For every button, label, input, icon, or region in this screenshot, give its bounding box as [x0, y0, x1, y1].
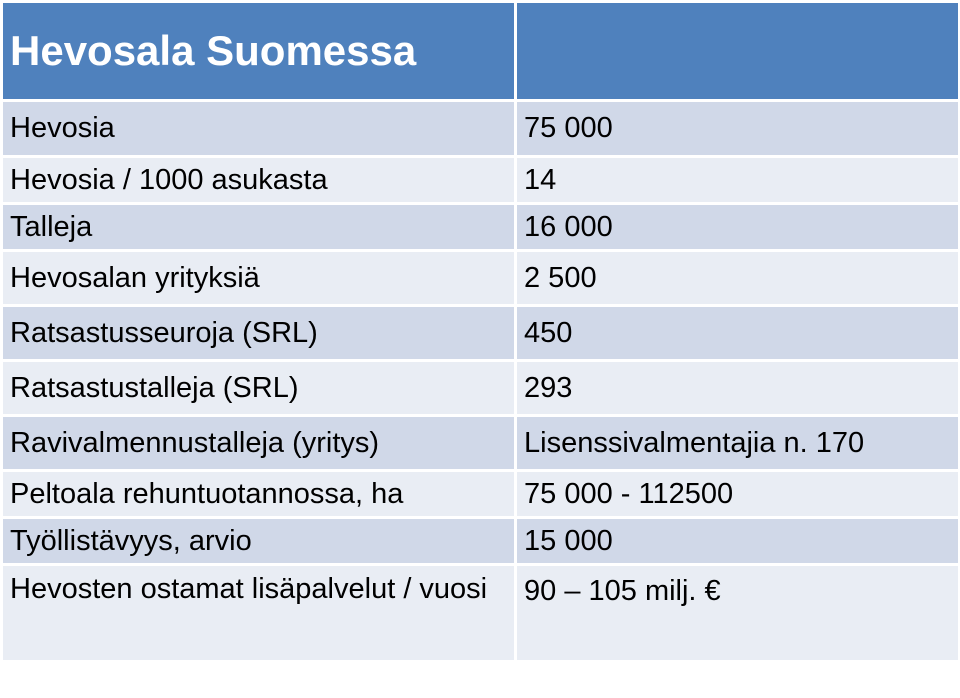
table-row: Hevosia 75 000	[3, 102, 958, 155]
table-row: Hevosia / 1000 asukasta 14	[3, 158, 958, 202]
row-label: Talleja	[3, 205, 514, 249]
row-label: Työllistävyys, arvio	[3, 519, 514, 563]
table-row: Ravivalmennustalleja (yritys) Lisenssiva…	[3, 417, 958, 469]
row-value: 15 000	[517, 519, 958, 563]
row-value: 14	[517, 158, 958, 202]
row-label: Hevosalan yrityksiä	[3, 252, 514, 304]
row-value: 75 000 - 112500	[517, 472, 958, 516]
table-row: Ratsastusseuroja (SRL) 450	[3, 307, 958, 359]
row-value: 16 000	[517, 205, 958, 249]
table-row: Ratsastustalleja (SRL) 293	[3, 362, 958, 414]
row-label: Hevosia / 1000 asukasta	[3, 158, 514, 202]
row-value: 450	[517, 307, 958, 359]
horse-industry-table: Hevosala Suomessa Hevosia 75 000 Hevosia…	[3, 3, 958, 660]
row-label: Hevosia	[3, 102, 514, 155]
table-row: Hevosalan yrityksiä 2 500	[3, 252, 958, 304]
row-label: Hevosten ostamat lisäpalvelut / vuosi	[3, 566, 514, 660]
table-row: Peltoala rehuntuotannossa, ha 75 000 - 1…	[3, 472, 958, 516]
table-header-row: Hevosala Suomessa	[3, 3, 958, 99]
row-value: 2 500	[517, 252, 958, 304]
table-title: Hevosala Suomessa	[3, 3, 514, 99]
table-row: Talleja 16 000	[3, 205, 958, 249]
row-value: 90 – 105 milj. €	[517, 566, 958, 660]
row-value: 75 000	[517, 102, 958, 155]
row-label: Ravivalmennustalleja (yritys)	[3, 417, 514, 469]
table-row: Työllistävyys, arvio 15 000	[3, 519, 958, 563]
table-header-empty	[517, 3, 958, 99]
row-value: Lisenssivalmentajia n. 170	[517, 417, 958, 469]
row-label: Ratsastustalleja (SRL)	[3, 362, 514, 414]
row-label: Peltoala rehuntuotannossa, ha	[3, 472, 514, 516]
row-value: 293	[517, 362, 958, 414]
row-label: Ratsastusseuroja (SRL)	[3, 307, 514, 359]
table-row: Hevosten ostamat lisäpalvelut / vuosi 90…	[3, 566, 958, 660]
